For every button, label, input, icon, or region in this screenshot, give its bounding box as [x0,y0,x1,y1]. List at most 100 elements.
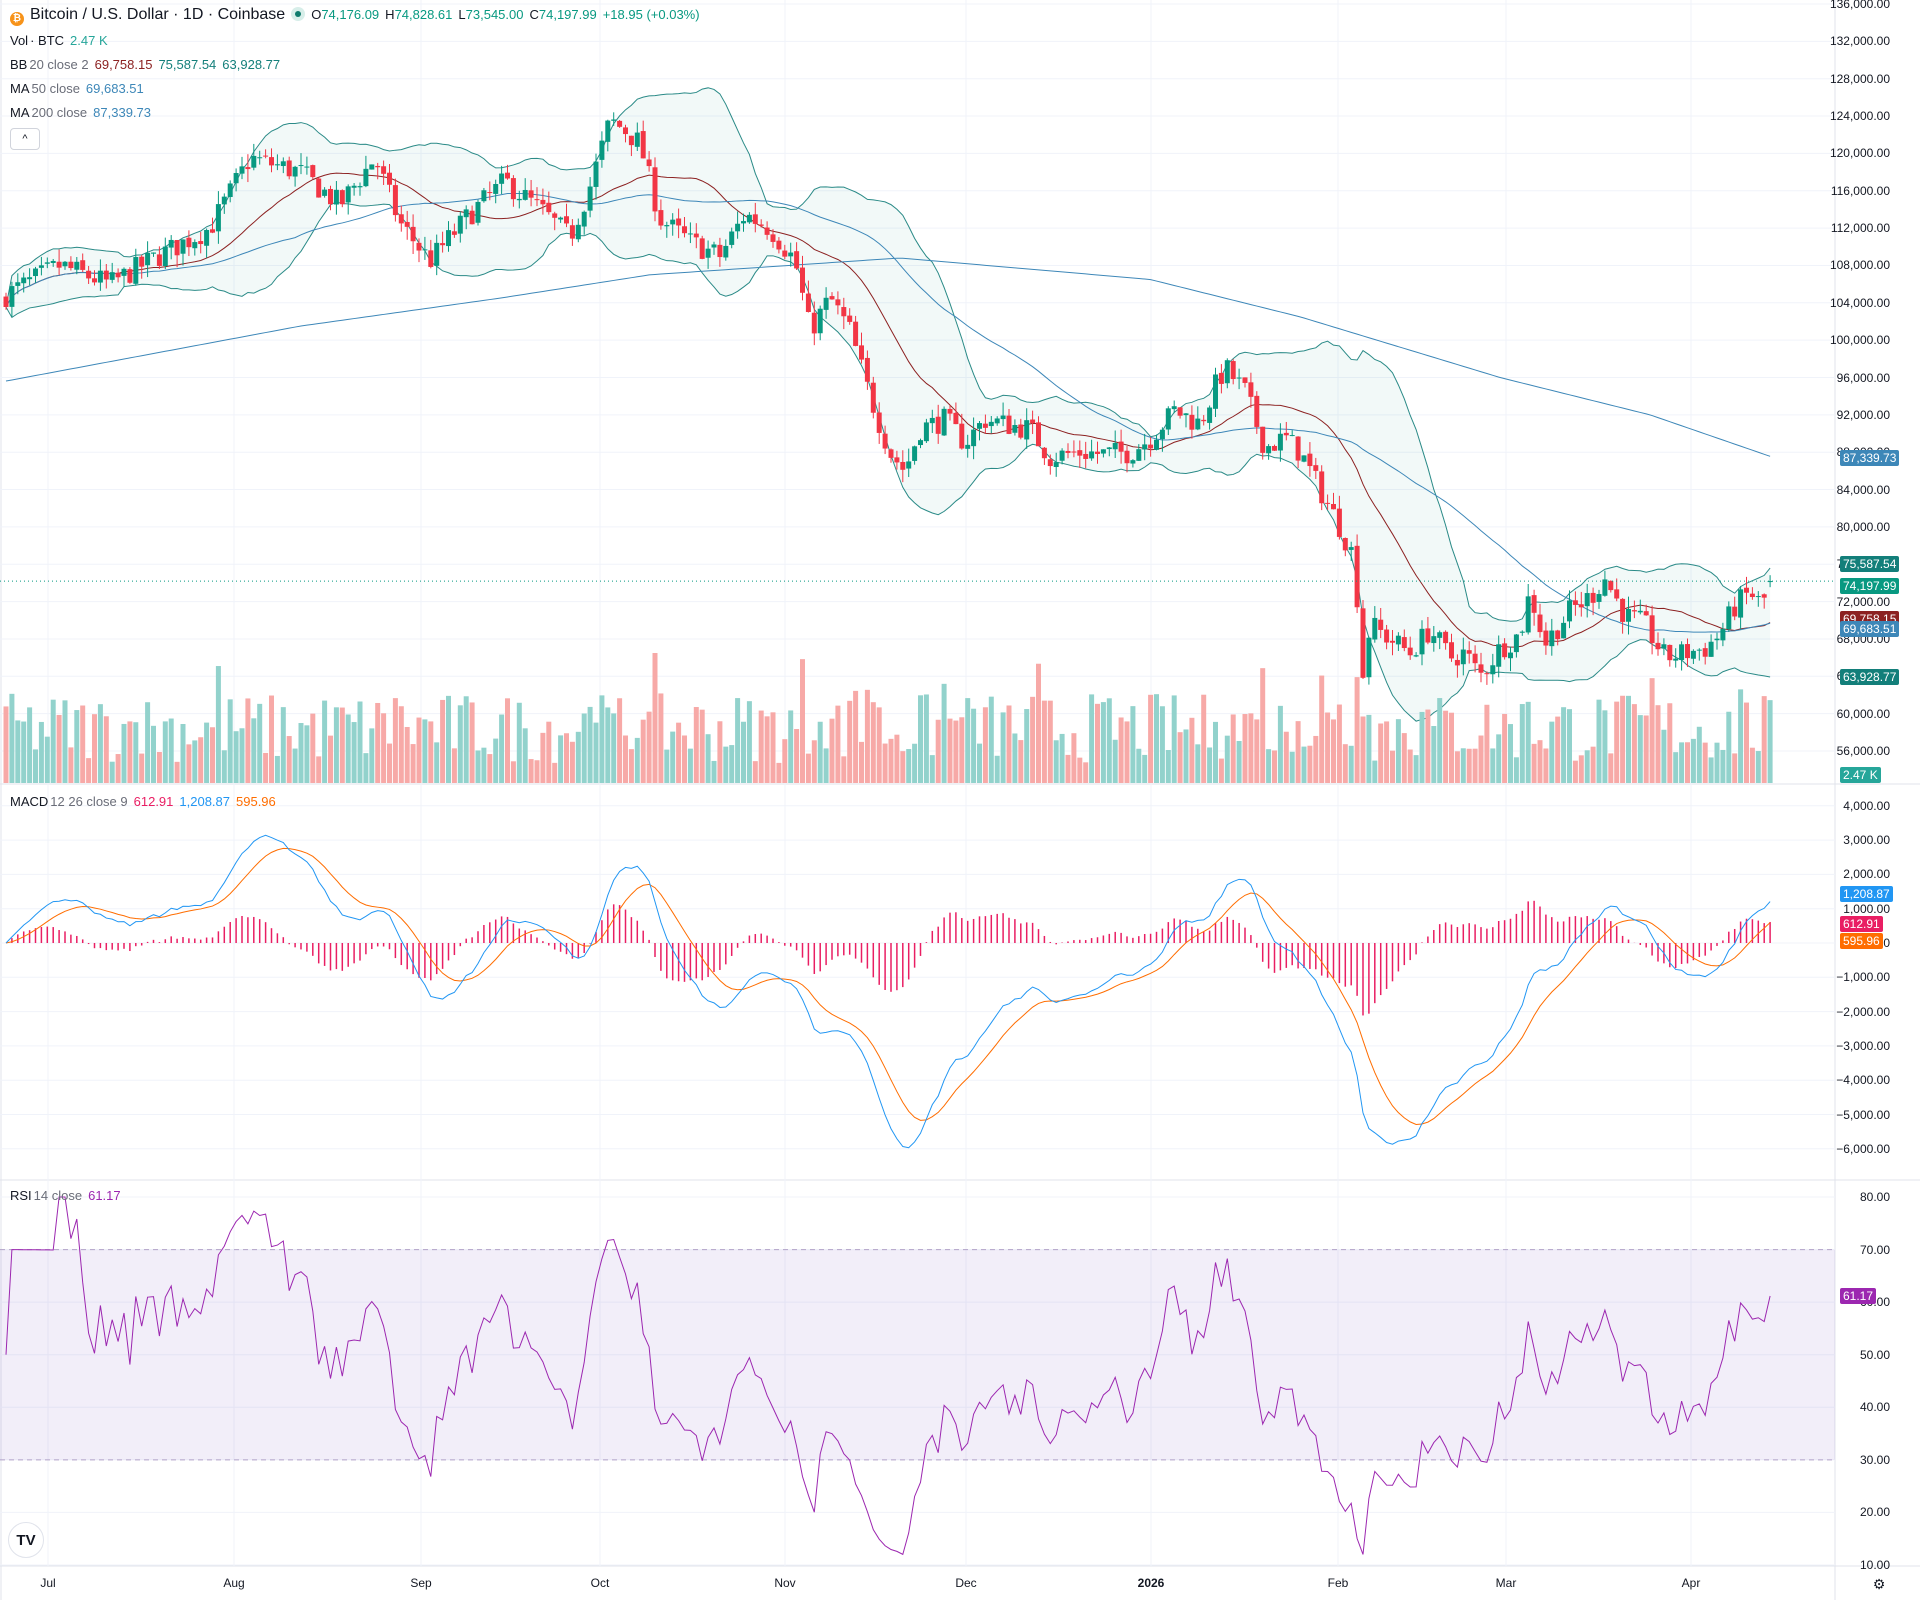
rsi-axis-label: 80.00 [1859,1190,1890,1204]
price-tag: 69,683.51 [1840,621,1900,638]
volume-legend[interactable]: Vol · BTC 2.47 K [10,32,114,50]
macd-axis-label: 1,000.00 [1843,901,1890,916]
macd-params: 12 26 close 9 [50,794,128,809]
ma50-value: 69,683.51 [85,81,144,96]
ma50-name: MA [10,81,30,96]
close-label: C [529,7,539,22]
time-axis-label: Apr [1681,1576,1701,1590]
volume-name: Vol [10,33,29,48]
macd-name: MACD [10,794,49,809]
open-value: 74,176.09 [321,7,380,22]
symbol-title[interactable]: Bitcoin / U.S. Dollar · 1D · Coinbase [30,6,286,23]
price-axis-label: 72,000.00 [1836,594,1890,609]
time-axis-label: 2026 [1137,1576,1165,1590]
high-value: 74,828.61 [394,7,453,22]
price-axis-label: 80,000.00 [1836,519,1890,534]
macd-axis-label: −3,000.00 [1836,1038,1890,1053]
price-axis-label: 60,000.00 [1836,706,1890,721]
macd-axis-label: 2,000.00 [1843,867,1890,882]
macd-axis-label: 3,000.00 [1843,833,1890,848]
macd-line-value: 1,208.87 [179,794,230,809]
price-axis-label: 100,000.00 [1829,333,1890,348]
volume-value: 2.47 K [70,33,108,48]
rsi-legend[interactable]: RSI 14 close 61.17 [10,1187,127,1205]
price-axis-label: 128,000.00 [1829,71,1890,86]
time-axis-label: Mar [1495,1576,1517,1590]
bb-basis-value: 69,758.15 [94,57,153,72]
macd-axis-label: 4,000.00 [1843,798,1890,813]
ma50-legend[interactable]: MA 50 close 69,683.51 [10,80,150,98]
price-axis-label: 116,000.00 [1830,183,1890,198]
time-axis-label: Feb [1327,1576,1349,1590]
price-axis-label: 92,000.00 [1836,407,1890,422]
ma200-name: MA [10,105,30,120]
bb-legend[interactable]: BB 20 close 2 69,758.15 75,587.54 63,928.77 [10,56,286,74]
bitcoin-icon: ₿ [10,12,24,26]
market-open-dot [291,7,306,21]
rsi-value: 61.17 [88,1188,121,1203]
time-axis-label: Aug [223,1576,245,1590]
rsi-axis-label: 20.00 [1859,1505,1890,1520]
price-axis-label: 120,000.00 [1829,146,1890,161]
open-label: O [311,7,322,22]
high-label: H [385,7,395,22]
symbol-legend: ₿ Bitcoin / U.S. Dollar · 1D · Coinbase O7… [10,6,706,26]
time-axis-label: Jul [40,1576,56,1590]
low-label: L [458,7,466,22]
macd-hist-value: 612.91 [133,794,174,809]
time-axis-label: Nov [774,1576,796,1590]
rsi-axis-label: 40.00 [1859,1400,1890,1415]
macd-axis-label: −1,000.00 [1836,970,1890,985]
rsi-axis-label: 30.00 [1859,1452,1890,1467]
chevron-up-icon: ^ [22,133,28,145]
volume-tag: 2.47 K [1840,767,1881,783]
ma200-value: 87,339.73 [93,105,151,120]
low-value: 73,545.00 [465,7,524,22]
macd-axis-label: −2,000.00 [1836,1004,1890,1019]
price-axis-label: 108,000.00 [1829,258,1890,273]
price-axis-label: 112,000.00 [1830,221,1890,236]
price-tag: 74,197.99 [1840,578,1900,595]
macd-tag: 1,208.87 [1840,885,1893,902]
rsi-axis-label: 50.00 [1859,1347,1890,1362]
change-value: +18.95 (+0.03%) [602,7,700,22]
rsi-tag: 61.17 [1840,1287,1877,1304]
bb-lower-value: 63,928.77 [222,57,281,72]
price-axis-label: 104,000.00 [1829,295,1890,310]
tradingview-logo[interactable]: TV [8,1522,44,1558]
time-axis-label: Dec [955,1576,977,1590]
price-tag: 63,928.77 [1840,668,1900,685]
price-tag: 87,339.73 [1840,450,1900,467]
volume-params: · BTC [30,33,65,48]
collapse-legend-button[interactable]: ^ [10,128,40,150]
price-axis-label: 56,000.00 [1836,744,1890,758]
close-value: 74,197.99 [538,7,597,22]
price-axis-label: 84,000.00 [1836,482,1890,497]
macd-tag: 595.96 [1840,932,1883,949]
rsi-name: RSI [10,1188,32,1203]
macd-axis-label: −5,000.00 [1836,1107,1890,1122]
price-tag: 75,587.54 [1840,556,1900,573]
ma200-legend[interactable]: MA 200 close 87,339.73 [10,104,157,122]
rsi-axis-label: 70.00 [1859,1242,1890,1257]
price-axis-label: 132,000.00 [1829,34,1890,49]
bb-name: BB [10,57,28,72]
time-axis-label: Sep [410,1576,432,1590]
rsi-axis-label: 10.00 [1859,1557,1890,1572]
macd-axis-label: −6,000.00 [1836,1141,1890,1156]
macd-axis-label: −4,000.00 [1836,1073,1890,1088]
bb-upper-value: 75,587.54 [158,57,217,72]
price-axis-label: 96,000.00 [1836,370,1890,385]
ma50-params: 50 close [31,81,80,96]
gear-icon[interactable]: ⚙ [1872,1576,1886,1592]
bb-params: 20 close 2 [29,57,89,72]
price-axis-label: 124,000.00 [1829,109,1890,124]
macd-legend[interactable]: MACD 12 26 close 9 612.91 1,208.87 595.96 [10,793,282,811]
time-axis-label: Oct [590,1576,610,1590]
macd-tag: 612.91 [1840,915,1883,932]
rsi-params: 14 close [33,1188,83,1203]
macd-signal-value: 595.96 [236,794,276,809]
ma200-params: 200 close [31,105,88,120]
price-axis-label: 136,000.00 [1829,0,1890,11]
